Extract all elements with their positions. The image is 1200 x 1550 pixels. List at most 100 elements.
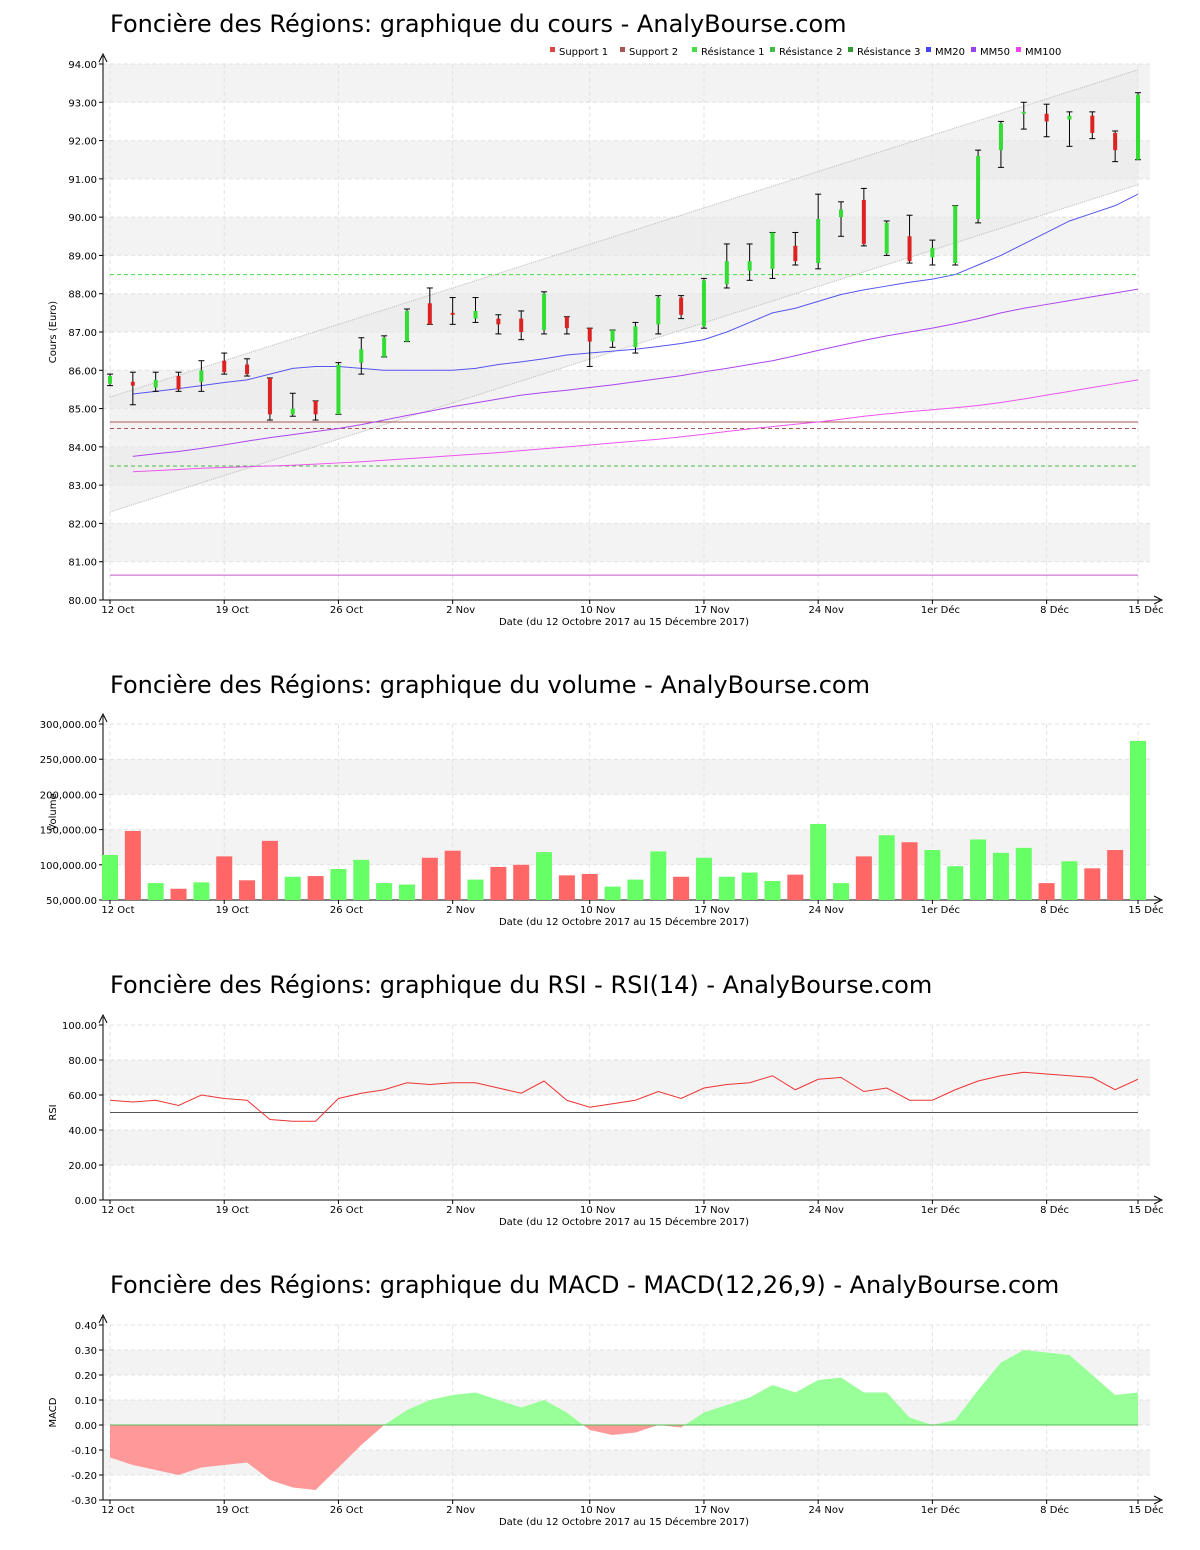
candle — [563, 316, 570, 335]
x-tick-label: 26 Oct — [330, 605, 363, 616]
x-tick-label: 15 Déc — [1128, 904, 1163, 916]
x-tick-label: 12 Oct — [101, 1505, 134, 1516]
y-tick-label: 83.00 — [68, 481, 97, 492]
macd-area-negative — [583, 1425, 659, 1435]
volume-bar — [1130, 740, 1146, 900]
y-tick-label: 300,000.00 — [40, 720, 97, 731]
candle-body — [793, 245, 798, 262]
x-axis-label: Date (du 12 Octobre 2017 au 15 Décembre … — [499, 616, 749, 628]
x-tick-label: 1er Déc — [921, 604, 960, 616]
x-axis-arrow — [1153, 595, 1164, 605]
candle-body — [1044, 113, 1049, 122]
candle-body — [313, 400, 318, 415]
y-tick-label: 0.30 — [75, 1346, 97, 1357]
candle — [1020, 101, 1027, 130]
volume-bar — [855, 856, 872, 900]
volume-bar — [353, 859, 370, 900]
mm100-line — [132, 379, 1139, 473]
y-tick-label: -0.10 — [71, 1446, 97, 1457]
y-tick-label: 80.00 — [68, 596, 97, 607]
candle-body — [998, 123, 1003, 151]
legend-entry: Résistance 1 — [701, 46, 764, 58]
volume-bar — [444, 850, 461, 900]
candle — [495, 314, 502, 335]
candle-body — [1113, 132, 1118, 151]
volume-bar — [1015, 847, 1032, 900]
x-tick-label: 19 Oct — [216, 1205, 249, 1216]
legend-swatch — [620, 47, 625, 52]
x-tick-label: 17 Nov — [694, 605, 730, 616]
candle — [175, 371, 182, 392]
x-tick-label: 17 Nov — [694, 1505, 730, 1516]
volume-bar — [878, 835, 895, 900]
x-tick-label: 12 Oct — [101, 605, 134, 616]
candle — [244, 358, 251, 377]
legend-entry: Résistance 2 — [779, 46, 842, 58]
grid-band — [103, 759, 1150, 795]
y-axis-label: Volume — [48, 793, 59, 830]
x-tick-label: 17 Nov — [694, 1205, 730, 1216]
candle-body — [290, 408, 295, 415]
trend-channel — [110, 69, 1138, 512]
volume-bar — [193, 882, 210, 900]
y-tick-label: 150,000.00 — [40, 826, 97, 837]
candle — [403, 308, 410, 343]
volume-bar — [307, 876, 324, 900]
candle-body — [1067, 115, 1072, 120]
x-tick-label: 1er Déc — [921, 1504, 960, 1516]
candle — [838, 201, 845, 237]
legend-swatch — [971, 47, 976, 52]
candle-body — [861, 199, 866, 244]
candle — [655, 295, 662, 335]
candle-body — [587, 328, 592, 342]
y-tick-label: 0.00 — [75, 1421, 97, 1432]
y-tick-label: 87.00 — [68, 328, 97, 339]
y-tick-label: 60.00 — [68, 1091, 97, 1102]
y-axis-arrow — [98, 52, 108, 63]
y-tick-label: -0.20 — [71, 1471, 97, 1482]
candle-body — [839, 209, 844, 218]
candle-body — [245, 364, 250, 375]
legend-swatch — [770, 47, 775, 52]
x-tick-label: 15 Déc — [1128, 1204, 1163, 1216]
x-axis-arrow — [1153, 1195, 1164, 1205]
candle — [609, 329, 616, 348]
macd-area-negative — [658, 1425, 685, 1428]
x-tick-label: 8 Déc — [1040, 604, 1069, 616]
candle-body — [427, 303, 432, 325]
x-tick-label: 17 Nov — [694, 905, 730, 916]
candle — [266, 377, 273, 421]
candle — [883, 220, 890, 256]
candle-body — [496, 318, 501, 325]
y-tick-label: 90.00 — [68, 213, 97, 224]
y-axis-arrow — [98, 1313, 108, 1324]
y-tick-label: 20.00 — [68, 1161, 97, 1172]
x-tick-label: 19 Oct — [216, 905, 249, 916]
x-tick-label: 26 Oct — [330, 905, 363, 916]
legend-swatch — [1016, 47, 1021, 52]
y-tick-label: 0.00 — [75, 1196, 97, 1207]
volume-bar — [513, 864, 530, 900]
y-tick-label: 93.00 — [68, 98, 97, 109]
volume-bar — [764, 880, 781, 900]
y-axis-label: MACD — [48, 1397, 59, 1427]
legend-entry: Support 2 — [629, 47, 678, 58]
candle — [221, 352, 228, 375]
candle-body — [542, 293, 547, 331]
candle-body — [656, 297, 661, 325]
candle — [906, 214, 913, 264]
volume-bar — [673, 876, 690, 900]
y-axis-arrow — [98, 712, 108, 723]
candle — [472, 297, 479, 323]
x-tick-label: 26 Oct — [330, 1505, 363, 1516]
volume-bar — [490, 866, 507, 900]
candle — [198, 360, 205, 392]
candle — [358, 337, 365, 375]
candle-body — [1090, 115, 1095, 133]
legend-swatch — [926, 47, 931, 52]
y-tick-label: 0.10 — [75, 1396, 97, 1407]
candle — [129, 371, 136, 406]
legend-swatch — [550, 47, 555, 52]
candle — [929, 239, 936, 266]
chart-title-price: Foncière des Régions: graphique du cours… — [110, 10, 847, 38]
